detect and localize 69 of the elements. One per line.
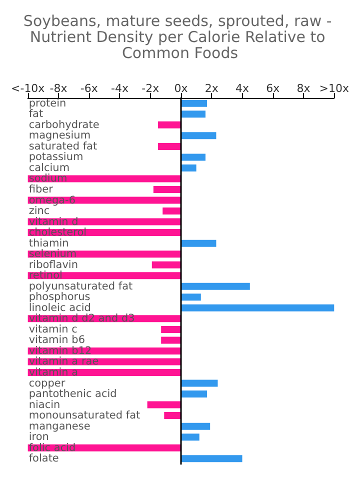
y-tick-label: calcium [28,162,70,174]
bar [161,336,181,344]
y-tick-label: manganese [28,420,90,432]
bar [180,390,208,398]
y-tick-label: vitamin a rae [28,356,99,368]
x-tick-label: 0x [174,82,188,95]
y-tick-label: carbohydrate [28,118,100,131]
bar [180,422,210,430]
y-tick-label: phosphorus [28,291,90,304]
y-tick-label: zinc [28,205,50,218]
bar [153,186,181,193]
bar [180,132,216,140]
bar [180,110,206,118]
y-tick-label: linoleic acid [28,302,91,314]
y-tick-label: monounsaturated fat [28,410,140,422]
y-tick-label: magnesium [28,130,91,142]
bar [147,401,181,408]
y-tick-label: polyunsaturated fat [28,280,133,292]
y-tick-label: vitamin a [28,366,78,378]
x-tick-label: <-10x [10,82,46,95]
bar [180,154,206,161]
y-tick-label: vitamin d [28,216,78,228]
y-tick-label: potassium [28,151,84,164]
bar [180,294,201,301]
bar [180,100,208,107]
bar [161,326,181,333]
y-tick-label: pantothenic acid [28,388,117,400]
bar [164,412,181,420]
x-tick-label: -8x [50,82,68,95]
y-tick-label: folic acid [28,442,76,454]
x-tick-label: -4x [110,82,129,95]
y-tick-label: saturated fat [28,140,98,152]
y-tick-label: vitamin b6 [28,334,86,346]
y-tick-label: retinol [28,270,62,282]
bar [162,208,181,215]
y-tick-label: sodium [28,172,68,185]
bar [180,240,216,247]
x-tick-label: -6x [80,82,98,95]
y-tick-label: niacin [28,398,60,411]
x-tick-label: 4x [235,82,250,95]
x-tick-label: 6x [266,82,280,95]
x-tick-label: >10x [319,82,350,95]
y-tick-label: vitamin c [28,323,78,336]
y-tick-label: thiamin [28,237,69,250]
y-tick-label: selenium [28,248,77,260]
bar [180,434,200,441]
x-tick-label: 2x [204,82,219,95]
y-tick-label: copper [28,377,66,390]
bar [180,282,250,290]
y-tick-label: protein [28,97,66,110]
y-tick-label: omega-6 [28,194,76,206]
bar [158,121,181,128]
bar [180,304,334,312]
y-tick-label: fat [28,108,44,120]
chart-title: Soybeans, mature seeds, sprouted, raw - Nutrient Density per Calorie Relative to Common Foods [23,12,337,62]
y-tick-label: folate [28,452,59,465]
bar [180,455,242,462]
bar [180,380,218,387]
bar [152,261,181,268]
y-tick-label: vitamin b12 [28,344,92,357]
y-tick-label: cholesterol [28,226,87,239]
bar [158,142,181,150]
y-tick-label: fiber [28,184,54,196]
y-tick-label: iron [28,431,49,444]
y-tick-label: vitamin d d2 and d3 [28,312,135,325]
bar [180,164,196,172]
x-tick-label: -2x [142,82,160,95]
y-tick-label: riboflavin [28,258,78,271]
x-tick-label: 8x [296,82,311,95]
